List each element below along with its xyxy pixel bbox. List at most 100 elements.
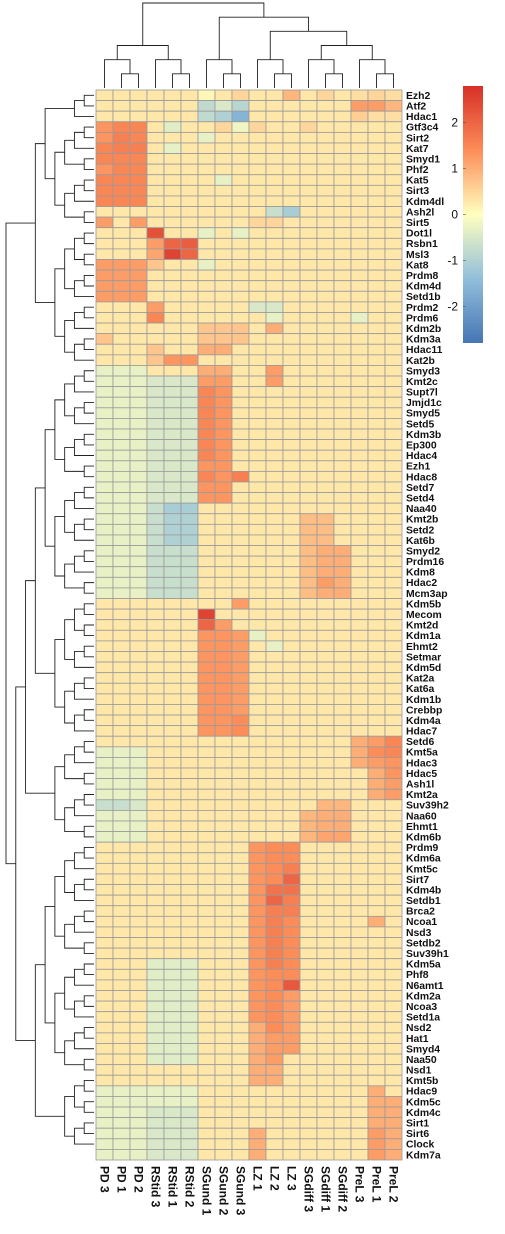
heatmap-cell (95, 598, 114, 610)
dendrogram-branch (83, 1058, 94, 1071)
heatmap-cell (248, 407, 267, 419)
heatmap-cell (112, 884, 131, 896)
heatmap-cell (197, 651, 216, 663)
heatmap-cell (316, 449, 335, 462)
heatmap-cell (299, 195, 318, 207)
heatmap-cell (231, 375, 250, 388)
heatmap-cell (333, 619, 352, 631)
heatmap-cell (163, 153, 182, 165)
heatmap-cell (112, 248, 131, 260)
row-label: Kdm3b (406, 430, 441, 441)
heatmap-cell (231, 810, 250, 822)
heatmap-cell (248, 237, 267, 250)
heatmap-cell (316, 841, 335, 854)
dendrogram-branch (64, 976, 75, 1010)
heatmap-cell (197, 439, 216, 451)
heatmap-cell (95, 1021, 114, 1034)
heatmap-cell (333, 947, 352, 960)
heatmap-cell (367, 1000, 386, 1013)
heatmap-cell (231, 163, 250, 176)
heatmap-cell (248, 1074, 267, 1087)
heatmap-cell (180, 661, 199, 674)
heatmap-cell (180, 629, 199, 642)
heatmap-cell (248, 502, 267, 515)
heatmap-cell (350, 1053, 369, 1066)
heatmap-cell (231, 502, 250, 515)
heatmap-cell (95, 576, 114, 589)
heatmap-cell (214, 89, 233, 101)
heatmap-cell (299, 937, 318, 949)
heatmap-cell (129, 704, 148, 716)
heatmap-cell (282, 206, 301, 218)
heatmap-cell (146, 979, 165, 991)
heatmap-cell (248, 1127, 267, 1140)
heatmap-cell (231, 523, 250, 536)
heatmap-cell (248, 365, 267, 377)
heatmap-cell (384, 1021, 403, 1034)
heatmap-cell (333, 375, 352, 388)
heatmap-cell (350, 587, 369, 599)
heatmap-cell (333, 979, 352, 991)
heatmap-cell (231, 110, 250, 123)
heatmap-cell (95, 1085, 114, 1097)
heatmap-cell (367, 89, 386, 101)
heatmap-cell (367, 767, 386, 780)
heatmap-cell (384, 269, 403, 282)
heatmap-cell (112, 905, 131, 917)
heatmap-cell (163, 216, 182, 229)
heatmap-cell (112, 1138, 131, 1150)
column-label: PreL 1 (369, 1166, 383, 1203)
heatmap-cell (299, 629, 318, 642)
heatmap-cell (367, 894, 386, 907)
heatmap-cell (282, 131, 301, 144)
heatmap-cell (316, 704, 335, 716)
heatmap-cell (129, 396, 148, 409)
heatmap-cell (316, 810, 335, 822)
heatmap-cell (316, 725, 335, 737)
heatmap-cell (197, 767, 216, 780)
heatmap-cell (350, 1064, 369, 1076)
heatmap-cell (146, 428, 165, 441)
heatmap-cell (231, 735, 250, 748)
heatmap-cell (129, 343, 148, 356)
heatmap-cell (282, 89, 301, 101)
heatmap-cell (384, 396, 403, 409)
heatmap-cell (95, 110, 114, 123)
heatmap-cell (231, 947, 250, 960)
heatmap-cell (146, 1117, 165, 1129)
heatmap-cell (299, 778, 318, 790)
heatmap-cell (197, 290, 216, 303)
dendrogram-branch (64, 754, 85, 780)
heatmap-cell (214, 449, 233, 462)
column-label: SGdiff 1 (318, 1166, 332, 1212)
heatmap-cell (299, 598, 318, 610)
heatmap-cell (197, 545, 216, 557)
heatmap-cell (299, 534, 318, 546)
column-label: SGund 3 (233, 1166, 247, 1216)
heatmap-cell (265, 1117, 284, 1129)
heatmap-cell (163, 206, 182, 218)
heatmap-cell (282, 449, 301, 462)
heatmap-cell (367, 100, 386, 112)
heatmap-cell (384, 598, 403, 610)
heatmap-cell (316, 365, 335, 377)
heatmap-cell (112, 915, 131, 928)
heatmap-cell (350, 407, 369, 419)
heatmap-cell (146, 206, 165, 218)
heatmap-cell (248, 968, 267, 981)
heatmap-cell (95, 894, 114, 907)
heatmap-cell (146, 396, 165, 409)
heatmap-cell (333, 386, 352, 398)
heatmap-cell (163, 460, 182, 472)
heatmap-cell (316, 714, 335, 727)
heatmap-cell (146, 937, 165, 949)
heatmap-cell (214, 1011, 233, 1023)
heatmap-cell (180, 206, 199, 218)
heatmap-cell (350, 820, 369, 832)
row-label: Kmt5a (406, 748, 438, 759)
heatmap-cell (384, 131, 403, 144)
heatmap-cell (231, 545, 250, 557)
heatmap-cell (265, 947, 284, 960)
heatmap-cell (265, 460, 284, 472)
heatmap-cell (265, 672, 284, 684)
